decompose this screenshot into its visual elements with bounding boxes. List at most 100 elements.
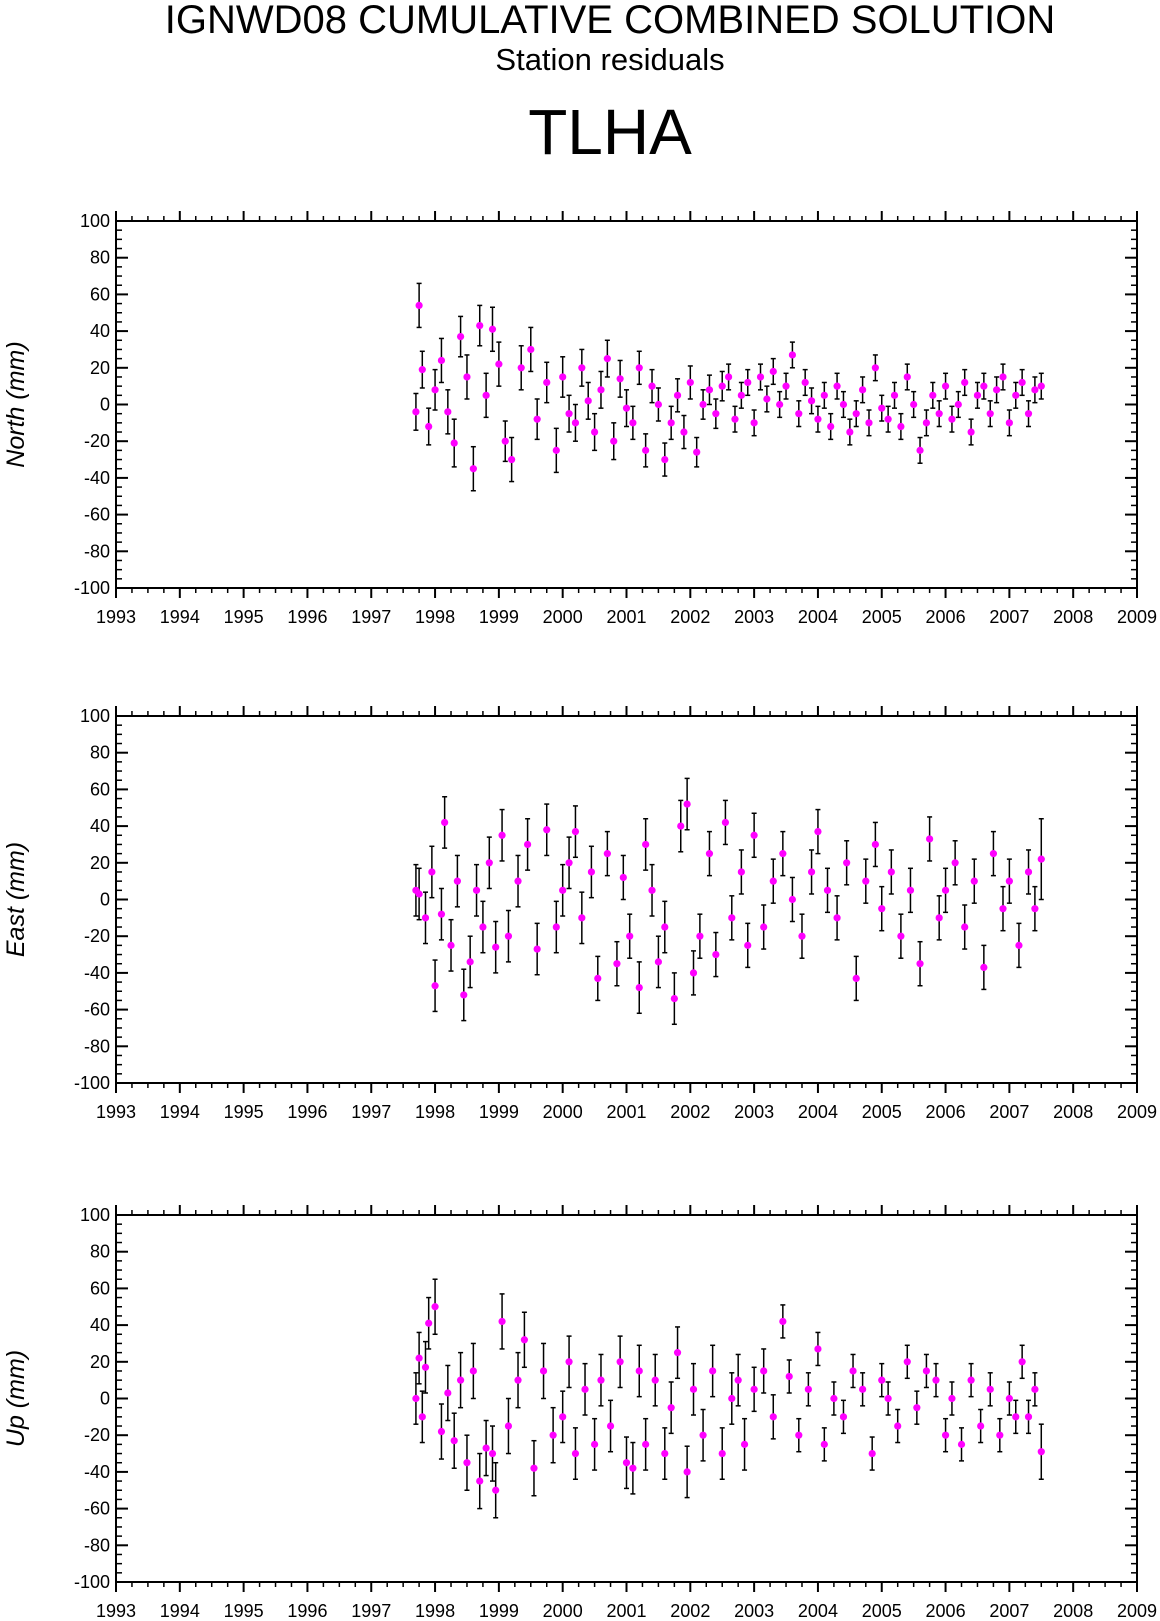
data-point (626, 932, 634, 940)
x-tick-label: 2008 (1053, 1601, 1093, 1621)
data-point (482, 391, 490, 399)
y-tick-label: -40 (84, 963, 110, 983)
data-point (456, 333, 465, 341)
data-point (463, 373, 471, 381)
x-tick-label: 1998 (415, 1601, 455, 1621)
x-tick-label: 1996 (287, 1102, 327, 1122)
data-point (705, 386, 714, 394)
data-point (456, 1376, 465, 1384)
data-point (980, 963, 988, 971)
data-point (999, 373, 1007, 381)
data-point (878, 1376, 886, 1384)
data-point (552, 923, 560, 931)
data-point (852, 974, 860, 983)
data-point (989, 850, 998, 858)
data-point (699, 400, 707, 409)
data-point (469, 1367, 477, 1375)
data-point (603, 850, 611, 858)
y-tick-label: -20 (84, 1425, 110, 1445)
data-point (769, 1413, 777, 1421)
data-point (1005, 1394, 1013, 1403)
data-point (897, 932, 905, 940)
data-point (903, 373, 911, 381)
data-point (418, 366, 426, 374)
data-point (565, 410, 573, 418)
data-point (957, 1440, 966, 1448)
data-point (999, 905, 1007, 913)
data-point (884, 415, 892, 423)
data-point (523, 840, 532, 849)
data-point (750, 831, 758, 839)
data-point (648, 886, 656, 894)
data-point (728, 1394, 736, 1403)
data-point (884, 1394, 892, 1403)
y-tick-label: 40 (90, 816, 110, 836)
data-point (737, 391, 745, 399)
data-point (485, 859, 493, 867)
x-tick-label: 1993 (96, 607, 136, 627)
y-tick-label: -80 (84, 1535, 110, 1555)
x-tick-label: 2008 (1053, 1102, 1093, 1122)
data-point (517, 364, 525, 372)
data-point (798, 932, 806, 940)
data-point (444, 1389, 452, 1397)
data-point (814, 1345, 822, 1353)
data-point (820, 391, 828, 399)
data-point (929, 391, 937, 399)
data-point (897, 422, 905, 431)
data-point (667, 1404, 675, 1412)
x-tick-label: 2006 (926, 607, 966, 627)
data-point (913, 1404, 921, 1412)
data-point (728, 914, 736, 922)
data-point (1037, 382, 1045, 390)
x-tick-label: 2000 (543, 1102, 583, 1122)
data-point (961, 378, 969, 387)
data-point (906, 886, 915, 894)
data-point (444, 408, 452, 416)
data-point (578, 914, 586, 922)
data-point (973, 391, 982, 399)
data-point (619, 873, 627, 882)
y-tick-label: -20 (84, 431, 110, 451)
data-point (696, 932, 704, 940)
y-tick-label: 40 (90, 1315, 110, 1335)
data-point (504, 1422, 513, 1430)
x-tick-label: 1994 (160, 1102, 200, 1122)
data-point (670, 994, 678, 1003)
data-point (926, 835, 934, 843)
data-point (737, 868, 745, 876)
data-point (622, 404, 631, 412)
data-point (756, 373, 765, 381)
y-tick-label: 60 (90, 1278, 110, 1298)
data-point (849, 1367, 857, 1375)
data-point (760, 1367, 768, 1375)
data-point (597, 1376, 605, 1384)
data-point (492, 1486, 500, 1494)
data-point (785, 1372, 793, 1381)
data-point (431, 386, 439, 394)
data-point (683, 1468, 691, 1476)
data-point (635, 1367, 643, 1375)
x-tick-label: 2002 (670, 1102, 710, 1122)
data-point (412, 1394, 420, 1403)
data-point (814, 828, 822, 836)
y-tick-label: 100 (80, 1205, 110, 1225)
data-point (514, 1376, 522, 1384)
data-point (501, 437, 509, 445)
x-tick-label: 2004 (798, 607, 838, 627)
data-point (415, 890, 423, 898)
data-point (673, 1349, 682, 1357)
x-tick-label: 2005 (862, 1102, 902, 1122)
data-point (980, 382, 988, 390)
y-tick-label: -80 (84, 541, 110, 561)
y-tick-label: 100 (80, 706, 110, 726)
data-point (763, 395, 771, 403)
data-point (610, 437, 618, 445)
data-point (740, 1440, 749, 1448)
x-tick-label: 1993 (96, 1102, 136, 1122)
data-point (492, 943, 500, 951)
data-point (709, 1367, 717, 1375)
y-tick-label: -40 (84, 468, 110, 488)
data-point (948, 415, 956, 423)
